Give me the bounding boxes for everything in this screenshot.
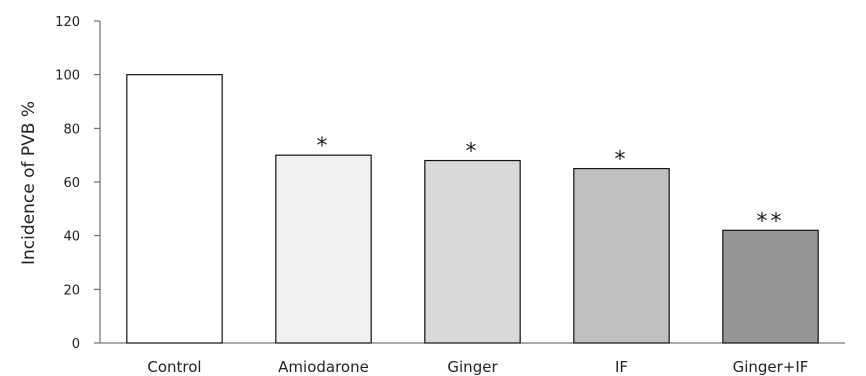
significance-marker: *	[466, 140, 480, 165]
y-ticks: 0 20 40 60 80 100 120	[55, 15, 100, 352]
annotations: * * ***	[317, 134, 785, 234]
y-tick-label: 0	[72, 337, 80, 352]
x-tick-labels: Control Amiodarone Ginger IF Ginger+IF	[147, 358, 808, 376]
y-tick-label: 60	[63, 176, 80, 191]
bar-ginger-if	[722, 229, 819, 344]
bar-control	[126, 74, 223, 344]
bar-if	[573, 167, 670, 344]
x-tick-label: Control	[147, 358, 201, 376]
y-tick-label: 40	[63, 230, 80, 245]
significance-marker: *	[317, 134, 331, 159]
bar-ginger	[424, 159, 521, 344]
x-tick-label: Ginger+IF	[733, 358, 809, 376]
y-axis-label-group: Incidence of PVB %	[19, 101, 39, 265]
bar-amiodarone	[275, 154, 372, 344]
significance-marker: *	[615, 148, 629, 173]
x-tick-label: Amiodarone	[278, 358, 369, 376]
y-tick-label: 20	[63, 283, 80, 298]
x-tick-label: IF	[615, 358, 628, 376]
significance-marker: **	[757, 209, 785, 234]
y-axis-label: Incidence of PVB %	[19, 101, 39, 265]
bars	[126, 74, 819, 344]
y-tick-label: 100	[55, 69, 80, 84]
y-tick-label: 80	[63, 122, 80, 137]
x-tick-label: Ginger	[447, 358, 498, 376]
y-tick-label: 120	[55, 15, 80, 30]
